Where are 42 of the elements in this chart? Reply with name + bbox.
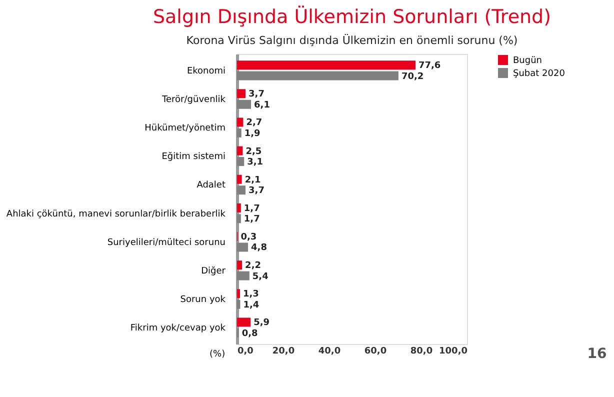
text: 16 xyxy=(587,346,607,362)
data-label: 5,4 xyxy=(252,272,268,282)
legend-label: Şubat 2020 xyxy=(513,69,566,79)
data-label: 3,1 xyxy=(247,158,264,168)
chart-subtitle: Korona Virüs Salgını dışında Ülkemizin en önemli sorunu (%) xyxy=(186,33,518,47)
y-tick-label: Suriyelileri/mülteci sorunu xyxy=(107,238,226,248)
data-label: 70,2 xyxy=(401,72,424,82)
data-label: 77,6 xyxy=(418,61,441,72)
data-label: 5,9 xyxy=(254,318,270,328)
data-label: 0,8 xyxy=(242,328,258,339)
data-label: 6,1 xyxy=(254,100,270,110)
legend-label: Bugün xyxy=(513,56,542,66)
y-tick-label: Terör/güvenlik xyxy=(161,95,226,105)
data-label: 1,7 xyxy=(244,204,260,214)
data-label: 1,9 xyxy=(244,128,260,139)
x-tick-label: 40,0 xyxy=(318,346,341,356)
data-label: 3,7 xyxy=(248,90,264,100)
y-tick-label: Eğitim sistemi xyxy=(162,151,226,162)
chart-title: Salgın Dışında Ülkemizin Sorunları (Trend) xyxy=(152,5,552,28)
y-tick-label: Diğer xyxy=(201,265,226,276)
data-label: 2,7 xyxy=(246,118,262,128)
x-tick-label: 80,0 xyxy=(410,346,433,356)
data-label: 0,3 xyxy=(240,232,257,242)
y-tick-label: Ekonomi xyxy=(186,66,226,76)
data-label: 2,5 xyxy=(246,146,262,157)
y-tick-label: Sorun yok xyxy=(180,295,226,305)
data-label: 2,2 xyxy=(245,261,262,272)
x-tick-label: 60,0 xyxy=(364,346,387,356)
data-label: 4,8 xyxy=(251,243,267,254)
x-tick-label: 0,0 xyxy=(238,346,254,356)
y-tick-label: Adalet xyxy=(196,180,226,191)
data-label: 1,7 xyxy=(244,214,260,225)
data-label: 1,4 xyxy=(243,300,260,310)
x-tick-label: 20,0 xyxy=(272,346,295,356)
data-label: 3,7 xyxy=(248,186,264,196)
data-label: 1,3 xyxy=(242,290,259,300)
x-axis-title: (%) xyxy=(210,350,226,360)
x-tick-label: 100,0 xyxy=(439,346,468,356)
y-tick-label: Ahlaki çöküntü, manevi sorunlar/birlik beraberlik xyxy=(6,209,226,220)
y-tick-label: Fikrim yok/cevap yok xyxy=(130,324,226,334)
y-tick-label: Hükümet/yönetim xyxy=(144,124,226,134)
data-label: 2,1 xyxy=(244,175,261,186)
